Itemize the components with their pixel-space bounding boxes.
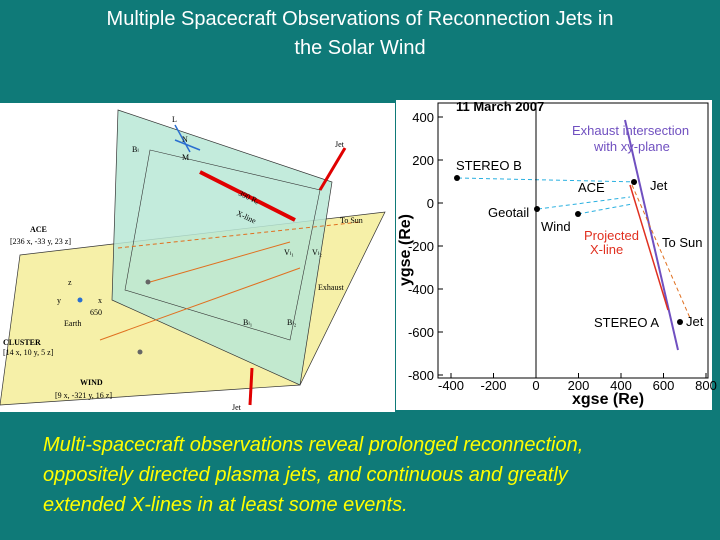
label: Jet (335, 140, 345, 149)
x-tick-label: 0 (532, 378, 539, 393)
label: Bₗ₁ (243, 318, 253, 327)
axis-arrow (174, 124, 191, 153)
x-line (199, 170, 296, 222)
jet-arrow (318, 147, 347, 191)
date: 11 March 2007 (456, 99, 544, 114)
label: Vₗ₁ (284, 248, 294, 257)
annotation: Geotail (488, 205, 529, 220)
annotation: Jet (686, 314, 704, 329)
x-tick-label: 800 (695, 378, 717, 393)
spacecraft (575, 211, 581, 217)
label: y (57, 296, 61, 305)
orange-line (149, 241, 291, 283)
label: M (182, 153, 189, 162)
exhaust-line (624, 119, 679, 351)
orange-line (117, 221, 361, 249)
label: x (98, 296, 102, 305)
annotation: Exhaust intersection (572, 123, 689, 138)
y-tick-label: -400 (408, 282, 434, 297)
x-tick-label: -200 (480, 378, 506, 393)
caption: extended X-lines in at least some events… (43, 494, 408, 516)
plane-outline (124, 149, 321, 341)
propagation (537, 196, 631, 210)
spacecraft (534, 206, 540, 212)
plot-frame (437, 102, 709, 379)
annotation: STEREO A (594, 315, 659, 330)
y-tick-label: 200 (412, 153, 434, 168)
x-axis-label: xgse (Re) (572, 391, 644, 408)
y-tick-label: -200 (408, 239, 434, 254)
projected-xline (629, 184, 669, 311)
title: Multiple Spacecraft Observations of Reco… (107, 8, 614, 30)
figure-background (396, 100, 712, 410)
label: 650 (90, 308, 102, 317)
label: [9 x, -321 y, 16 z] (55, 391, 112, 400)
propagation (457, 177, 641, 183)
label: To Sun (340, 216, 363, 225)
spacecraft (454, 175, 460, 181)
x-tick-label: -400 (438, 378, 464, 393)
x-tick-label: 400 (610, 378, 632, 393)
y-tick-label: -800 (408, 368, 434, 383)
title: the Solar Wind (294, 37, 425, 59)
label: Earth (64, 319, 81, 328)
annotation: Projected (584, 228, 639, 243)
right-figure: 11 March 2007 Exhaust intersection with … (396, 99, 717, 410)
label: CLUSTER (3, 338, 41, 347)
label: [14 x, 10 y, 5 z] (3, 348, 54, 357)
earth (77, 297, 83, 303)
annotation: Jet (650, 178, 668, 193)
label: [236 x, -33 y, 23 z] (10, 237, 71, 246)
caption: oppositely directed plasma jets, and con… (43, 464, 569, 486)
y-tick-label: 0 (427, 196, 434, 211)
jet-arrow (248, 367, 254, 406)
label: WIND (80, 378, 103, 387)
label: Exhaust (318, 283, 345, 292)
label: Bₗ (132, 145, 139, 154)
axis-arrow (174, 139, 201, 151)
y-tick-label: 400 (412, 110, 434, 125)
x-tick-label: 200 (568, 378, 590, 393)
x-tick-label: 600 (653, 378, 675, 393)
label: ACE (30, 225, 47, 234)
spacecraft (677, 319, 683, 325)
annotation: with xy-plane (593, 139, 670, 154)
orange-line (99, 267, 301, 341)
label: N (182, 135, 188, 144)
annotation: To Sun (662, 235, 702, 250)
label: Jet (232, 403, 242, 412)
annotation: STEREO B (456, 158, 522, 173)
label: z (68, 278, 72, 287)
label: L (172, 115, 177, 124)
spacecraft (145, 279, 151, 285)
left-figure: L N M Bₗ Jet 390 Rₑ X-line To Sun ACE [2… (0, 103, 395, 412)
label: Bₗ₂ (287, 318, 297, 327)
orange-line (631, 184, 691, 319)
label: Vₗ₂ (312, 248, 322, 257)
annotation: ACE (578, 180, 605, 195)
propagation (577, 203, 633, 215)
caption: Multi-spacecraft observations reveal pro… (43, 434, 583, 456)
spacecraft (631, 179, 637, 185)
annotation: Wind (541, 219, 571, 234)
y-tick-label: -600 (408, 325, 434, 340)
annotation: X-line (590, 242, 623, 257)
y-axis-label: ygse (Re) (397, 214, 414, 286)
spacecraft (137, 349, 143, 355)
